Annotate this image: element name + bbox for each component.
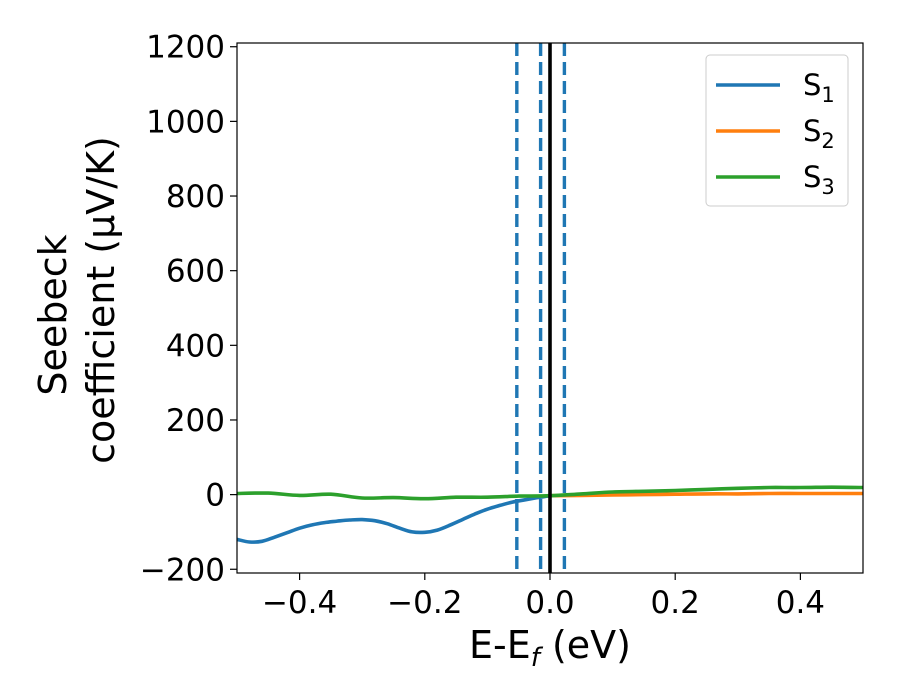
x-tick-label: −0.4 (262, 585, 337, 621)
y-tick-label: 1000 (146, 104, 225, 140)
y-tick-label: 400 (166, 328, 225, 364)
x-axis-ticks: −0.4 −0.2 0.0 0.2 0.4 (262, 573, 825, 621)
legend-label-3: S3 (803, 160, 835, 199)
y-tick-label: 0 (205, 478, 225, 514)
y-tick-label: 200 (166, 403, 225, 439)
x-axis-title: E-Ef (eV) (469, 623, 631, 673)
y-axis-title-line2: coefficient (μV/K) (79, 136, 123, 464)
x-tick-label: 0.0 (525, 585, 574, 621)
y-tick-label: 800 (166, 179, 225, 215)
legend-label-1: S1 (803, 68, 835, 107)
legend-label-2: S2 (803, 114, 835, 153)
x-tick-label: −0.2 (387, 585, 462, 621)
y-axis-title-line1: Seebeck (31, 234, 75, 395)
series-1-line (237, 493, 552, 544)
vline-layer (515, 43, 567, 573)
x-tick-label: 0.2 (651, 585, 700, 621)
y-axis-ticks: −200 0 200 400 600 800 1000 1200 (140, 30, 237, 588)
legend: S1 S2 S3 (705, 54, 849, 207)
y-tick-label: 600 (166, 254, 225, 290)
y-tick-label: −200 (140, 552, 225, 588)
y-tick-label: 1200 (146, 30, 225, 66)
series-2-line (548, 491, 863, 498)
x-axis-title-main: E-E (469, 623, 531, 667)
x-axis-title-suffix: (eV) (540, 623, 631, 667)
x-tick-label: 0.4 (776, 585, 825, 621)
